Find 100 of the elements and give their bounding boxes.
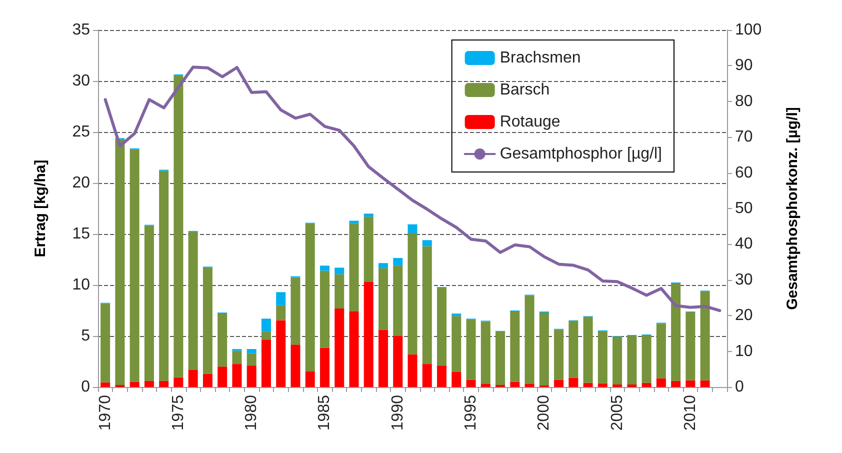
bar: [188, 232, 198, 370]
bar: [642, 334, 652, 383]
bar: [378, 268, 388, 330]
bar: [232, 364, 242, 387]
legend-label: Gesamtphosphor [µg/l]: [500, 146, 662, 162]
bar: [202, 268, 212, 374]
bar: [305, 371, 315, 387]
bar: [393, 266, 403, 336]
bar: [115, 139, 125, 385]
bar: [364, 214, 374, 217]
bar: [437, 366, 447, 387]
x-tick-label: 2000: [536, 394, 553, 431]
bar: [261, 340, 271, 387]
bar: [349, 312, 359, 387]
y2-tick-label: 60: [735, 164, 753, 182]
bar: [276, 305, 286, 320]
bar: [130, 149, 140, 382]
y-tick-label: 25: [72, 124, 90, 140]
bar: [364, 282, 374, 387]
y-tick-label: 30: [72, 72, 90, 90]
bar: [246, 366, 256, 387]
x-tick-label: 1995: [462, 394, 480, 431]
bar: [642, 382, 652, 387]
bar: [320, 270, 330, 348]
bar: [144, 380, 154, 387]
bar: [686, 380, 696, 387]
bar: [686, 312, 696, 380]
bar: [261, 318, 271, 332]
bar: [452, 314, 462, 316]
bar: [188, 370, 198, 387]
bar: [510, 382, 520, 387]
bar: [100, 382, 110, 387]
y2-tick-label: 80: [735, 92, 753, 110]
bar: [246, 349, 256, 354]
bar: [583, 382, 593, 387]
bar: [334, 274, 344, 308]
bar: [378, 263, 388, 268]
bar: [130, 382, 140, 387]
bar: [452, 316, 462, 372]
y2-tick-label: 90: [735, 57, 753, 74]
bar: [627, 384, 637, 387]
y-tick-label: 15: [72, 226, 90, 242]
legend-label: Rotauge: [500, 114, 560, 130]
bar: [408, 354, 418, 387]
bar: [524, 295, 534, 384]
bar: [349, 220, 359, 224]
bar: [568, 320, 578, 378]
y-tick-label: 10: [72, 276, 90, 294]
bar: [568, 378, 578, 387]
bar: [276, 320, 286, 387]
y-tick-label: 20: [72, 174, 90, 192]
y2-tick-label: 50: [735, 200, 753, 217]
bar: [671, 380, 681, 387]
bar: [612, 384, 622, 387]
x-tick-label: 2010: [682, 394, 699, 431]
bar: [174, 377, 184, 387]
x-tick-label: 1970: [96, 394, 114, 431]
bar: [422, 364, 432, 387]
y2-tick-label: 10: [735, 342, 753, 360]
bar: [583, 316, 593, 383]
bar: [612, 336, 622, 384]
bar: [290, 278, 300, 345]
bar: [305, 224, 315, 372]
bar: [378, 330, 388, 387]
y2-tick-label: 30: [735, 271, 753, 288]
bar: [393, 258, 403, 266]
bar: [174, 75, 184, 378]
bar: [437, 288, 447, 366]
bar: [466, 380, 476, 387]
bar: [334, 308, 344, 387]
bar: [159, 380, 169, 387]
bar: [218, 366, 228, 387]
y-tick-label: 35: [72, 22, 90, 38]
bar: [349, 224, 359, 312]
bar: [598, 331, 608, 384]
bar: [627, 336, 637, 384]
legend-label: Brachsmen: [500, 50, 581, 66]
bar: [246, 353, 256, 366]
bar: [202, 374, 212, 387]
y2-tick-label: 0: [735, 378, 744, 396]
bar: [393, 336, 403, 387]
bar: [159, 170, 169, 381]
y-tick-label: 0: [81, 378, 90, 396]
bar: [408, 232, 418, 354]
bar: [510, 312, 520, 382]
bar: [700, 291, 710, 380]
bar: [671, 282, 681, 381]
bar: [539, 312, 549, 386]
y2-axis-title: Gesamtphosphorkonz. [µg/l]: [784, 107, 801, 310]
bar: [276, 292, 286, 306]
bar: [656, 378, 666, 387]
x-tick-label: 1990: [389, 394, 406, 431]
y2-tick-label: 70: [735, 128, 753, 146]
x-tick-label: 1975: [170, 394, 187, 431]
bar: [480, 384, 490, 387]
bar: [320, 348, 330, 387]
bar: [700, 380, 710, 387]
bar: [364, 216, 374, 282]
bar: [100, 304, 110, 382]
bar: [320, 266, 330, 271]
